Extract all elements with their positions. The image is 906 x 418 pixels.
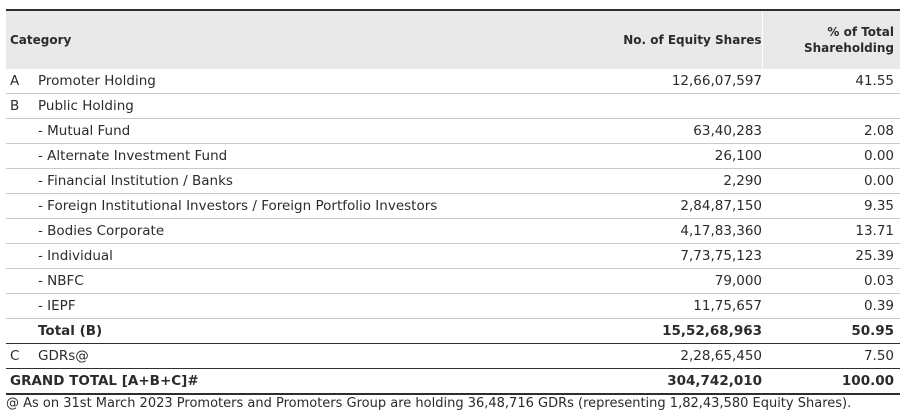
table-row: - IEPF 11,75,657 0.39: [6, 293, 901, 319]
row-pct: 50.95: [762, 318, 901, 344]
table-row: A Promoter Holding 12,66,07,597 41.55: [6, 69, 901, 94]
table-row: - NBFC 79,000 0.03: [6, 268, 901, 294]
header-pct: % of Total Shareholding: [761, 11, 901, 69]
row-pct: 2.08: [762, 118, 901, 144]
row-id: [6, 193, 33, 219]
table-header-row: Category No. of Equity Shares % of Total…: [6, 11, 901, 69]
header-shares: No. of Equity Shares: [586, 11, 763, 69]
footnote: @ As on 31st March 2023 Promoters and Pr…: [6, 396, 852, 411]
row-category: Total (B): [33, 318, 587, 344]
row-pct: 0.03: [762, 268, 901, 294]
row-pct: 9.35: [762, 193, 901, 219]
row-category: - Foreign Institutional Investors / Fore…: [33, 193, 587, 219]
row-shares: 7,73,75,123: [586, 243, 763, 269]
row-category: - Bodies Corporate: [33, 218, 587, 244]
row-category: - Individual: [33, 243, 587, 269]
row-category: GDRs@: [38, 348, 89, 364]
row-pct: 0.00: [762, 143, 901, 169]
shareholding-table: Category No. of Equity Shares % of Total…: [6, 11, 901, 395]
row-id: [6, 293, 33, 319]
table-row: - Bodies Corporate 4,17,83,360 13.71: [6, 218, 901, 244]
row-category: - IEPF: [33, 293, 587, 319]
table-row: - Alternate Investment Fund 26,100 0.00: [6, 143, 901, 169]
header-pct-line2: Shareholding: [803, 41, 895, 55]
row-id: [6, 118, 33, 144]
shareholding-table-container: Category No. of Equity Shares % of Total…: [6, 9, 901, 395]
row-shares: 4,17,83,360: [586, 218, 763, 244]
row-category: Promoter Holding: [33, 69, 587, 94]
row-pct: 25.39: [762, 243, 901, 269]
table-row: B Public Holding: [6, 93, 901, 119]
row-pct: 0.00: [762, 168, 901, 194]
row-shares: [586, 93, 763, 119]
row-pct: 7.50: [863, 348, 895, 364]
row-shares: 2,290: [586, 168, 763, 194]
row-category: - Financial Institution / Banks: [33, 168, 587, 194]
table-row: - Individual 7,73,75,123 25.39: [6, 243, 901, 269]
table-row: - Foreign Institutional Investors / Fore…: [6, 193, 901, 219]
row-shares: 79,000: [586, 268, 763, 294]
row-id: [6, 243, 33, 269]
table-row: - Mutual Fund 63,40,283 2.08: [6, 118, 901, 144]
row-id: [6, 268, 33, 294]
row-shares: 15,52,68,963: [586, 318, 763, 344]
row-id: [6, 318, 33, 344]
grand-total-label: GRAND TOTAL [A+B+C]#: [6, 368, 587, 395]
row-id: C: [10, 348, 20, 364]
row-pct: [762, 93, 901, 119]
row-pct: 0.39: [762, 293, 901, 319]
row-category: - NBFC: [33, 268, 587, 294]
top-rule: [6, 9, 900, 11]
row-category: - Alternate Investment Fund: [33, 143, 587, 169]
grand-total-row: GRAND TOTAL [A+B+C]# 304,742,010 100.00: [6, 368, 901, 395]
row-shares: 2,84,87,150: [586, 193, 763, 219]
row-id: B: [6, 93, 33, 119]
grand-total-pct: 100.00: [762, 368, 901, 395]
row-shares: 12,66,07,597: [586, 69, 763, 94]
gdr-row: C GDRs@ 2,28,65,450 7.50: [6, 344, 900, 369]
row-pct: 13.71: [762, 218, 901, 244]
total-b-row: Total (B) 15,52,68,963 50.95: [6, 318, 901, 344]
grand-total-shares: 304,742,010: [586, 368, 763, 395]
row-shares: 26,100: [586, 143, 763, 169]
row-pct: 41.55: [762, 69, 901, 94]
row-id: [6, 218, 33, 244]
row-shares: 11,75,657: [586, 293, 763, 319]
row-id: [6, 143, 33, 169]
row-id: A: [6, 69, 33, 94]
row-id: [6, 168, 33, 194]
row-shares: 2,28,65,450: [680, 348, 763, 364]
table-row: - Financial Institution / Banks 2,290 0.…: [6, 168, 901, 194]
header-pct-line1: % of Total: [827, 25, 895, 39]
header-category: Category: [6, 11, 587, 69]
row-category: Public Holding: [33, 93, 587, 119]
row-category: - Mutual Fund: [33, 118, 587, 144]
row-shares: 63,40,283: [586, 118, 763, 144]
